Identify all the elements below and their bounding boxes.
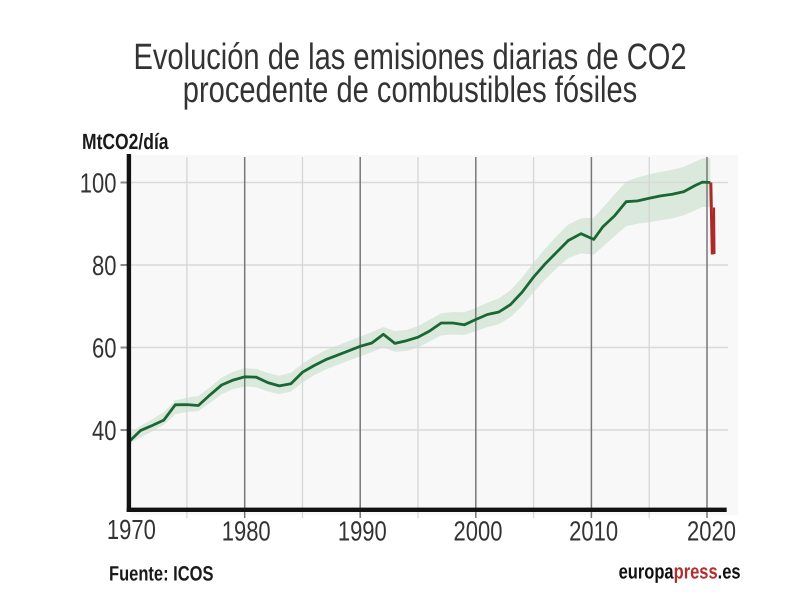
svg-text:2010: 2010 bbox=[569, 515, 618, 547]
svg-text:100: 100 bbox=[80, 167, 117, 199]
svg-text:1970: 1970 bbox=[107, 514, 156, 546]
svg-text:2020: 2020 bbox=[687, 515, 736, 547]
svg-text:2000: 2000 bbox=[454, 515, 503, 547]
svg-text:60: 60 bbox=[92, 332, 116, 364]
svg-text:MtCO2/día: MtCO2/día bbox=[82, 129, 169, 154]
svg-text:1990: 1990 bbox=[338, 515, 387, 547]
svg-text:Evolución de las emisiones dia: Evolución de las emisiones diarias de CO… bbox=[133, 38, 686, 78]
svg-text:europapress.es: europapress.es bbox=[619, 561, 741, 584]
svg-text:1980: 1980 bbox=[222, 515, 271, 547]
svg-text:40: 40 bbox=[92, 415, 116, 447]
svg-text:procedente de combustibles fós: procedente de combustibles fósiles bbox=[183, 71, 637, 111]
svg-text:80: 80 bbox=[92, 250, 116, 281]
svg-text:Fuente: ICOS: Fuente: ICOS bbox=[109, 563, 214, 586]
